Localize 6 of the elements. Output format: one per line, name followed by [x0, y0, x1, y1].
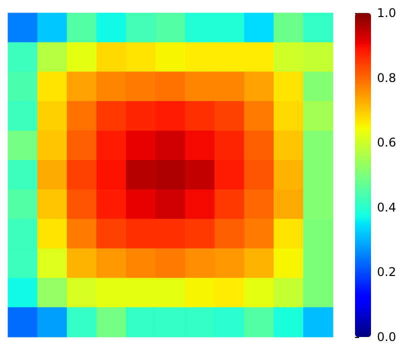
color-bar-label: 0.2 [377, 265, 396, 280]
color-bar-label: 0.8 [377, 70, 396, 85]
color-bar-label: 0.6 [377, 136, 396, 150]
color-bar-label: 1.0 [377, 6, 396, 20]
color-bar-label: 0.0 [377, 330, 396, 344]
color-bar-label: 0.4 [377, 200, 396, 214]
